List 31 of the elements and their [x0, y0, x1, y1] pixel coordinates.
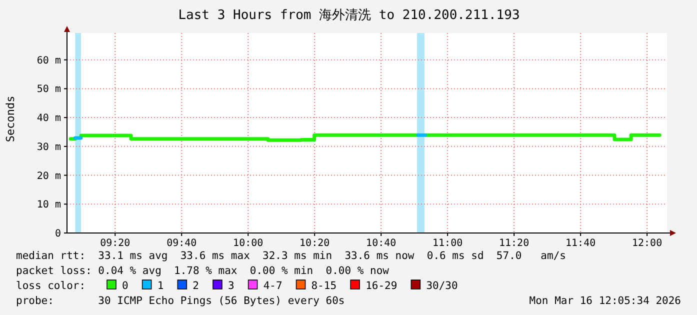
legend-label: 2 [192, 280, 199, 292]
text: Mon Mar 16 12:05:34 2026 [529, 295, 681, 307]
x-tick-label: 11:40 [566, 238, 596, 249]
x-tick-label: 09:40 [166, 238, 197, 249]
legend-label: 4-7 [263, 280, 282, 292]
y-tick-label: 50 m [36, 84, 61, 96]
x-tick-label: 12:00 [632, 238, 662, 249]
x-tick-label: 10:20 [300, 238, 330, 249]
x-tick-label: 11:20 [499, 238, 530, 249]
text: median rtt: 33.1 ms avg 33.6 ms max 32.3 ms min 33.6 ms now 0.6 ms sd 57.0 am/s [16, 250, 566, 262]
x-tick-label: 09:20 [100, 238, 130, 249]
legend-title: loss color: [16, 280, 86, 292]
legend-label: 0 [122, 280, 128, 292]
text: probe: 30 ICMP Echo Pings (56 Bytes) every 60s [16, 295, 345, 307]
y-tick-label: 60 m [36, 55, 61, 66]
chart-title: Last 3 Hours from 海外清洗 to 210.200.211.193 [178, 8, 520, 23]
y-tick-label: 10 m [36, 200, 61, 211]
y-tick-label: 40 m [36, 113, 61, 124]
y-tick-label: 30 m [36, 142, 61, 153]
legend-label: 1 [157, 280, 164, 292]
x-tick-label: 11:00 [432, 238, 463, 249]
x-tick-label: 10:00 [233, 238, 264, 249]
y-tick-label: 0 [54, 228, 61, 240]
legend-label: 16-29 [366, 280, 398, 292]
text: packet loss: 0.04 % avg 1.78 % max 0.00 % min 0.00 % now [16, 265, 390, 277]
y-axis-title: Seconds [4, 96, 17, 142]
legend-label: 8-15 [311, 280, 337, 292]
x-tick-label: 10:40 [366, 238, 396, 249]
legend-label: 3 [228, 280, 234, 292]
legend-label: 30/30 [426, 280, 458, 292]
y-tick-label: 20 m [36, 170, 61, 182]
